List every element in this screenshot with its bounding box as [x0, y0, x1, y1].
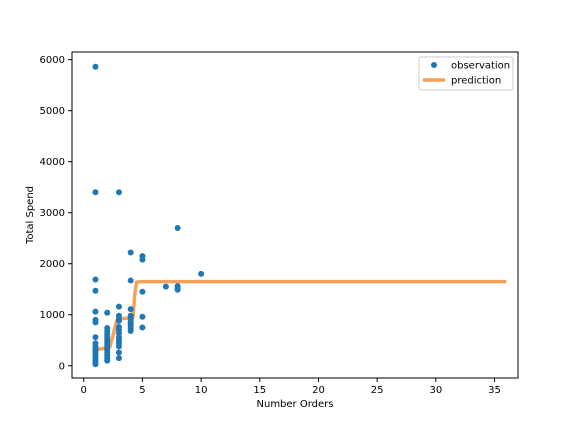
- observation-point: [127, 306, 134, 313]
- x-tick-label: 35: [488, 385, 501, 396]
- x-tick-label: 10: [195, 385, 208, 396]
- y-tick-label: 5000: [40, 106, 65, 117]
- x-tick-label: 20: [312, 385, 325, 396]
- observation-point: [174, 286, 181, 293]
- observation-point: [115, 355, 122, 362]
- observation-point: [139, 288, 146, 295]
- observation-point: [115, 317, 122, 324]
- observation-point: [198, 270, 205, 277]
- observation-point: [92, 63, 99, 70]
- y-tick-label: 3000: [40, 208, 65, 219]
- observation-point: [139, 313, 146, 320]
- observation-point: [139, 256, 146, 263]
- prediction-line: [95, 279, 507, 352]
- observation-point: [174, 225, 181, 232]
- y-tick-label: 2000: [40, 259, 65, 270]
- observation-series: [92, 63, 205, 368]
- observation-point: [104, 309, 111, 316]
- legend-prediction-label: prediction: [451, 76, 501, 87]
- legend-observation-label: observation: [451, 61, 510, 72]
- legend-observation-marker: [431, 62, 437, 68]
- observation-point: [92, 361, 99, 368]
- x-tick-label: 0: [81, 385, 87, 396]
- observation-point: [115, 343, 122, 350]
- observation-point: [115, 189, 122, 196]
- observation-point: [104, 357, 111, 364]
- observation-point: [92, 287, 99, 294]
- observation-point: [115, 303, 122, 310]
- y-axis: 0 1000 2000 3000 4000 5000 6000: [40, 55, 72, 372]
- legend: observation prediction: [418, 56, 514, 91]
- x-tick-label: 25: [371, 385, 384, 396]
- y-tick-label: 4000: [40, 157, 65, 168]
- observation-point: [162, 283, 169, 290]
- y-axis-label: Total Spend: [25, 186, 36, 245]
- x-tick-label: 15: [253, 385, 266, 396]
- observation-point: [115, 349, 122, 356]
- x-tick-label: 5: [139, 385, 145, 396]
- observation-point: [92, 319, 99, 326]
- observation-point: [127, 328, 134, 335]
- observation-point: [92, 308, 99, 315]
- x-tick-label: 30: [429, 385, 442, 396]
- observation-point: [92, 276, 99, 283]
- observation-point: [92, 334, 99, 341]
- observation-point: [92, 189, 99, 196]
- plot-area-frame: [71, 51, 519, 379]
- x-axis-label: Number Orders: [257, 399, 334, 410]
- observation-point: [127, 249, 134, 256]
- observation-point: [139, 324, 146, 331]
- x-axis: 0 5 10 15 20 25 30 35: [81, 378, 501, 396]
- y-tick-label: 1000: [40, 310, 65, 321]
- prediction-series: [95, 279, 507, 352]
- observation-point: [127, 277, 134, 284]
- y-tick-label: 6000: [40, 55, 65, 66]
- y-tick-label: 0: [59, 361, 65, 372]
